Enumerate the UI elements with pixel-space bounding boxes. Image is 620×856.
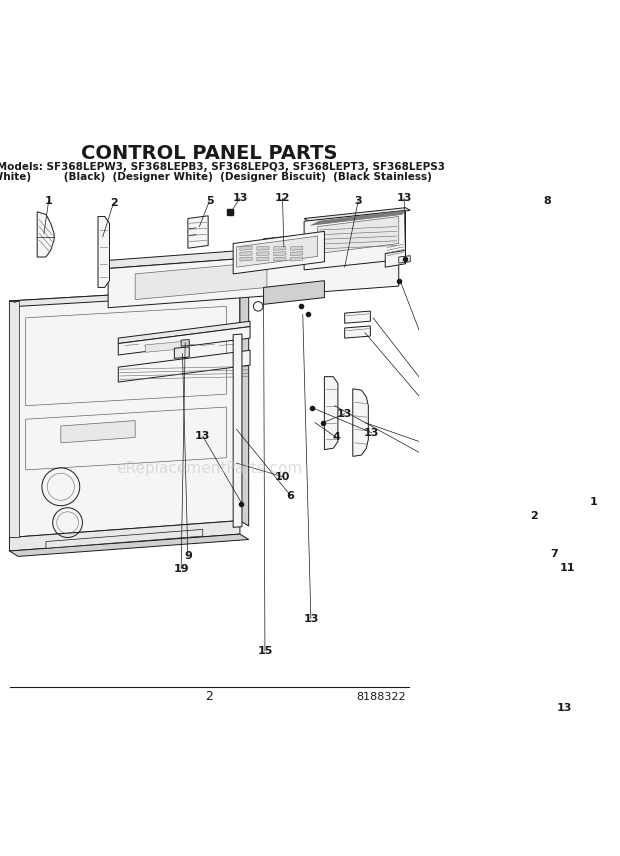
Text: CONTROL PANEL PARTS: CONTROL PANEL PARTS	[81, 144, 338, 163]
Text: 10: 10	[275, 472, 290, 482]
Text: 13: 13	[364, 428, 379, 437]
Polygon shape	[257, 257, 269, 261]
Polygon shape	[174, 347, 189, 359]
Polygon shape	[291, 247, 303, 250]
Polygon shape	[273, 247, 286, 250]
Polygon shape	[240, 247, 252, 250]
Text: 13: 13	[303, 614, 319, 623]
Polygon shape	[9, 534, 249, 556]
Polygon shape	[273, 257, 286, 261]
Polygon shape	[9, 288, 249, 306]
Polygon shape	[61, 420, 135, 443]
Polygon shape	[237, 236, 317, 267]
Polygon shape	[353, 389, 368, 456]
Polygon shape	[118, 327, 250, 355]
Text: 13: 13	[195, 431, 210, 441]
Polygon shape	[233, 231, 324, 274]
Polygon shape	[399, 256, 410, 263]
Text: 2: 2	[206, 690, 213, 703]
Polygon shape	[37, 211, 54, 257]
Text: 8188322: 8188322	[356, 692, 405, 702]
Polygon shape	[257, 247, 269, 250]
Text: 2: 2	[110, 198, 117, 208]
Polygon shape	[9, 520, 240, 551]
Polygon shape	[108, 239, 399, 269]
Polygon shape	[317, 217, 399, 253]
Text: 11: 11	[560, 563, 575, 573]
Polygon shape	[264, 281, 324, 305]
Polygon shape	[188, 216, 208, 248]
Polygon shape	[108, 247, 399, 307]
Polygon shape	[264, 227, 399, 247]
Polygon shape	[25, 306, 226, 406]
Text: 13: 13	[557, 703, 572, 713]
Polygon shape	[273, 252, 286, 256]
Polygon shape	[233, 334, 242, 527]
Text: 1: 1	[590, 497, 597, 508]
Polygon shape	[324, 377, 338, 449]
Text: 15: 15	[257, 646, 273, 656]
Text: 19: 19	[174, 563, 189, 574]
Text: For Models: SF368LEPW3, SF368LEPB3, SF368LEPQ3, SF368LEPT3, SF368LEPS3: For Models: SF368LEPW3, SF368LEPB3, SF36…	[0, 162, 445, 172]
Polygon shape	[25, 407, 226, 470]
Text: (White)         (Black)  (Designer White)  (Designer Biscuit)  (Black Stainless): (White) (Black) (Designer White) (Design…	[0, 172, 432, 182]
Text: 13: 13	[337, 409, 352, 419]
Polygon shape	[291, 252, 303, 256]
Text: 4: 4	[332, 432, 340, 443]
Polygon shape	[118, 321, 250, 343]
Polygon shape	[240, 288, 249, 526]
Polygon shape	[257, 252, 269, 256]
Text: 5: 5	[206, 196, 213, 206]
Polygon shape	[304, 208, 410, 221]
Polygon shape	[345, 311, 370, 324]
Polygon shape	[9, 288, 240, 538]
Text: 13: 13	[396, 193, 412, 203]
Polygon shape	[345, 326, 370, 338]
Polygon shape	[9, 301, 19, 538]
Polygon shape	[240, 257, 252, 261]
Text: 8: 8	[544, 196, 551, 206]
Text: 6: 6	[286, 490, 294, 501]
Text: 7: 7	[551, 550, 558, 559]
Polygon shape	[118, 350, 250, 382]
Polygon shape	[240, 252, 252, 256]
Polygon shape	[98, 217, 110, 288]
Polygon shape	[291, 257, 303, 261]
Polygon shape	[385, 250, 405, 267]
Text: eReplacementParts.com: eReplacementParts.com	[117, 461, 303, 476]
Text: 12: 12	[275, 193, 290, 203]
Text: 9: 9	[184, 551, 192, 562]
Text: 13: 13	[232, 193, 247, 203]
Text: 3: 3	[355, 196, 362, 206]
Polygon shape	[145, 341, 189, 353]
Polygon shape	[46, 529, 203, 549]
Polygon shape	[135, 262, 267, 300]
Text: 1: 1	[45, 196, 53, 206]
Polygon shape	[181, 340, 189, 346]
Text: 2: 2	[530, 511, 538, 520]
Polygon shape	[304, 211, 405, 270]
